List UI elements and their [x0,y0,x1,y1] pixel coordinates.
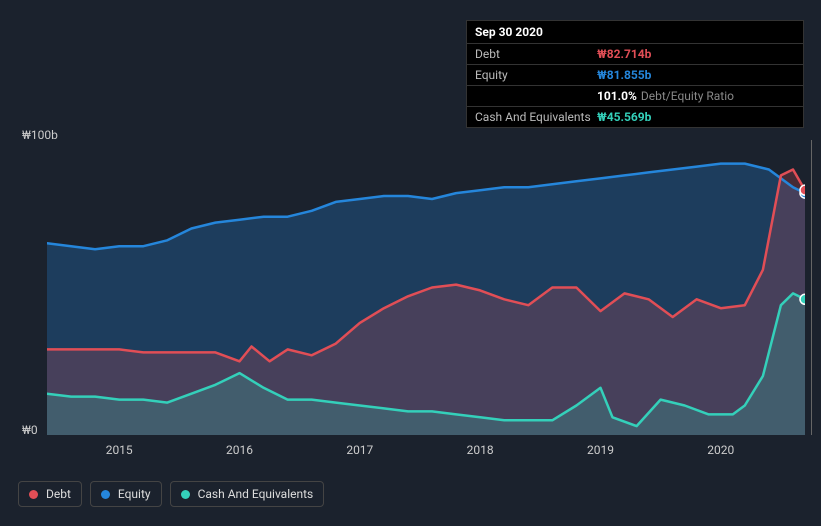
tooltip-row: Cash And Equivalents₩45.569b [467,106,803,127]
chart-guideline [811,140,812,435]
legend-swatch [29,490,38,499]
legend-item-cash-and-equivalents[interactable]: Cash And Equivalents [170,481,325,507]
series-marker-debt [800,185,805,195]
legend-swatch [181,490,190,499]
x-axis-label: 2015 [106,443,133,457]
x-axis-label: 2020 [707,443,734,457]
tooltip-row-value: ₩45.569b [597,110,651,124]
legend-label: Debt [46,487,71,501]
tooltip-row-label: Equity [475,68,597,82]
chart-tooltip: Sep 30 2020 Debt₩82.714bEquity₩81.855b10… [466,20,804,128]
legend-label: Equity [118,487,151,501]
chart-legend: Debt Equity Cash And Equivalents [18,481,324,507]
tooltip-row-label: Debt [475,47,597,61]
tooltip-row-value: ₩81.855b [597,68,651,82]
x-axis-label: 2016 [226,443,253,457]
legend-swatch [101,490,110,499]
tooltip-row-value: ₩82.714b [597,47,651,61]
tooltip-row-label [475,89,597,103]
tooltip-row-suffix: Debt/Equity Ratio [641,89,734,103]
legend-item-debt[interactable]: Debt [18,481,82,507]
x-axis-label: 2018 [467,443,494,457]
legend-item-equity[interactable]: Equity [90,481,162,507]
tooltip-row: 101.0%Debt/Equity Ratio [467,85,803,106]
x-axis-label: 2017 [346,443,373,457]
series-marker-cash-and-equivalents [800,294,805,304]
tooltip-row: Equity₩81.855b [467,64,803,85]
tooltip-row-value: 101.0%Debt/Equity Ratio [597,89,734,103]
legend-label: Cash And Equivalents [198,487,314,501]
debt-equity-chart [47,140,805,435]
tooltip-row-label: Cash And Equivalents [475,110,597,124]
tooltip-date: Sep 30 2020 [467,21,803,43]
x-axis-label: 2019 [587,443,614,457]
tooltip-row: Debt₩82.714b [467,43,803,64]
y-axis-label: ₩0 [22,423,38,437]
